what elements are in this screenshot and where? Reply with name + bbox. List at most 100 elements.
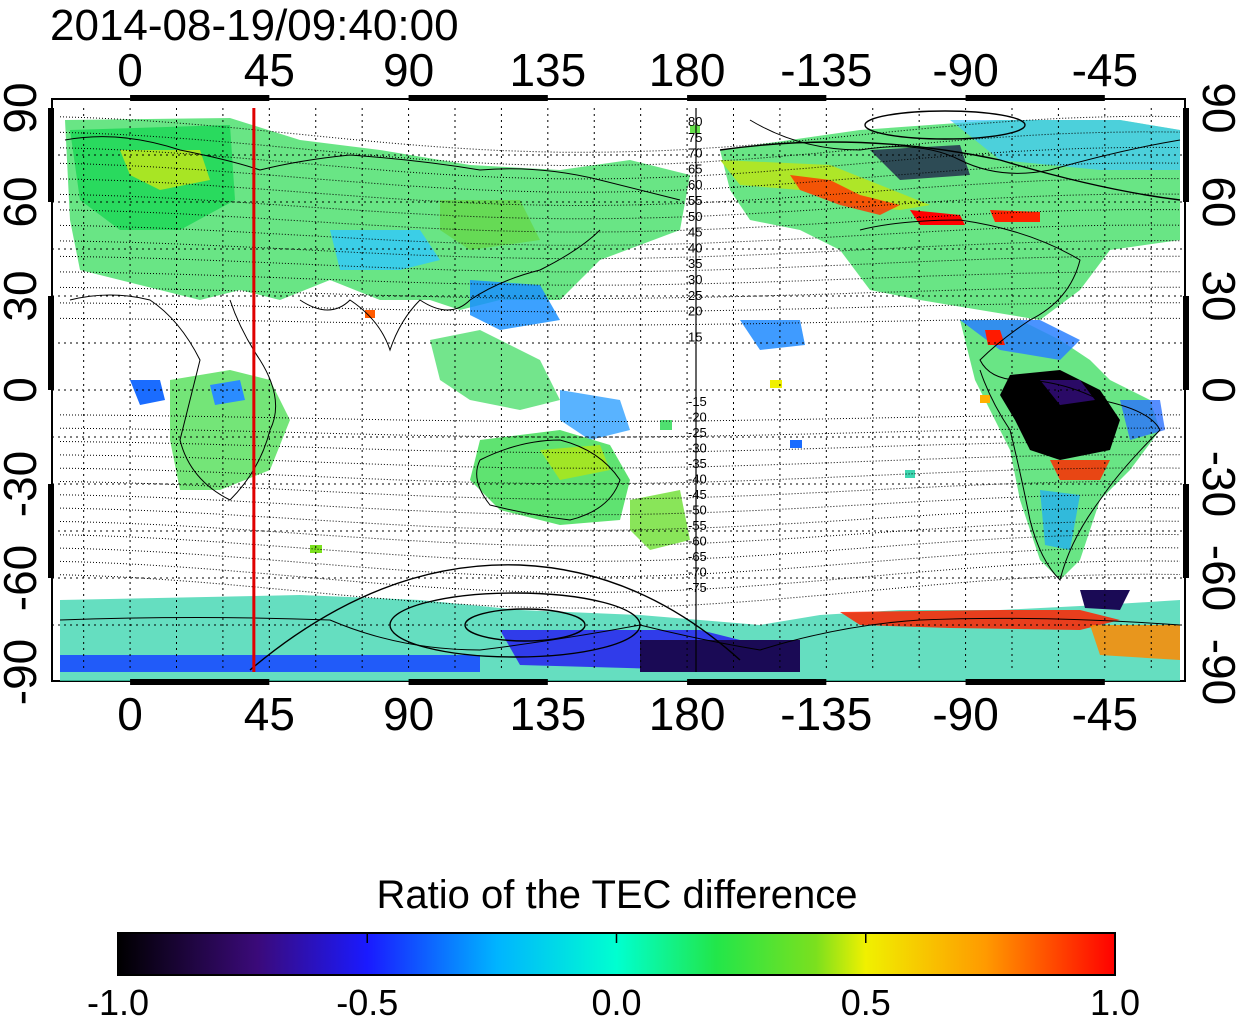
- lon-tick-label-top: -45: [1072, 44, 1138, 96]
- contour-line: [59, 302, 1180, 313]
- lat-tick-label-left: -90: [0, 639, 46, 705]
- contour-line: [59, 240, 1181, 260]
- lat-tick-label-left: 90: [0, 82, 46, 133]
- contour-line: [59, 507, 1181, 531]
- contour-label: -30: [688, 441, 707, 456]
- contour-label: -20: [688, 410, 707, 425]
- lon-tick-label-top: 180: [649, 44, 726, 96]
- lat-tick-label-left: 30: [0, 270, 46, 321]
- lat-tick-label-right: 60: [1193, 176, 1240, 227]
- contour-label: 60: [688, 177, 702, 192]
- lat-tick-label-right: 90: [1193, 82, 1240, 133]
- frame-bar-right: [1183, 296, 1189, 390]
- contour-line: [59, 178, 1181, 207]
- longitude-axis-bottom: 0 45 90 135 180 -135 -90 -45: [117, 688, 1138, 740]
- frame-bar-top: [965, 95, 1105, 101]
- lat-tick-label-right: -60: [1193, 545, 1240, 611]
- contour-line: [59, 317, 1181, 326]
- lat-tick-label-right: 0: [1193, 377, 1240, 403]
- auroral-oval-south: [249, 564, 741, 671]
- contour-label: 20: [688, 304, 702, 319]
- contour-label: 70: [688, 146, 702, 161]
- frame-bar-right: [1183, 484, 1189, 578]
- contour-line: [59, 560, 1181, 594]
- contour-label: -25: [688, 425, 707, 440]
- contour-line: [59, 193, 1181, 220]
- contour-label: -65: [688, 549, 707, 564]
- tec-data-layer: [60, 118, 1180, 681]
- contour-line: [59, 533, 1181, 562]
- lon-tick-label-bottom: 90: [383, 688, 434, 740]
- figure-title: 2014-08-19/09:40:00: [50, 1, 459, 50]
- latitude-axis-right: 90 60 30 0 -30 -60 -90: [1193, 82, 1240, 705]
- colorbar-tick-label: -1.0: [87, 982, 149, 1023]
- contour-line: [59, 467, 1181, 485]
- contour-label: -75: [688, 580, 707, 595]
- contour-line: [59, 286, 1180, 299]
- frame-bar-top: [408, 95, 548, 101]
- lon-tick-label-bottom: -135: [780, 688, 872, 740]
- colorbar-ticks: -1.0 -0.5 0.0 0.5 1.0: [87, 933, 1140, 1023]
- contour-labels-south: -15-20-25-30-35-40-45-50-55-60-65-70-75: [688, 394, 707, 595]
- lon-tick-label-top: -90: [932, 44, 998, 96]
- contour-line: [59, 427, 1181, 438]
- contour-label: 25: [688, 288, 702, 303]
- lon-tick-label-bottom: -45: [1072, 688, 1138, 740]
- frame-bar-left: [48, 296, 54, 390]
- auroral-oval-north: [719, 110, 1181, 201]
- frame-bar-top: [687, 95, 827, 101]
- contour-label: 55: [688, 193, 702, 208]
- contour-label: 30: [688, 272, 702, 287]
- lat-tick-label-left: -60: [0, 545, 46, 611]
- contour-line: [59, 480, 1181, 500]
- lon-tick-label-bottom: 180: [649, 688, 726, 740]
- contour-line: [59, 209, 1181, 233]
- lat-tick-label-right: -30: [1193, 451, 1240, 517]
- lon-tick-label-bottom: 135: [509, 688, 586, 740]
- contour-label: 65: [688, 161, 702, 176]
- frame-bar-top: [130, 95, 270, 101]
- contour-label: -15: [688, 394, 707, 409]
- contour-label: -60: [688, 534, 707, 549]
- contour-label: -70: [688, 565, 707, 580]
- magnetic-latitude-contours: [59, 115, 1181, 609]
- contour-line: [59, 224, 1181, 246]
- frame-bar-bottom: [130, 679, 270, 685]
- frame-bar-left: [48, 484, 54, 578]
- contour-line: [59, 115, 1181, 153]
- lon-tick-label-top: 0: [117, 44, 143, 96]
- contour-label: 80: [688, 114, 702, 129]
- frame-bar-left: [48, 108, 54, 202]
- lon-tick-label-bottom: 0: [117, 688, 143, 740]
- contour-label: 45: [688, 225, 702, 240]
- contour-label: 35: [688, 256, 702, 271]
- contour-line: [59, 414, 1181, 422]
- contour-line: [59, 440, 1181, 454]
- contour-line: [59, 454, 1181, 469]
- contour-label: 40: [688, 240, 702, 255]
- contour-label: -55: [688, 518, 707, 533]
- lat-tick-label-left: 0: [0, 377, 46, 403]
- contour-label: -50: [688, 503, 707, 518]
- lat-tick-label-left: 60: [0, 176, 46, 227]
- contour-label: -40: [688, 472, 707, 487]
- contour-label: -45: [688, 487, 707, 502]
- lon-tick-label-top: -135: [780, 44, 872, 96]
- colorbar-tick-label: 1.0: [1090, 982, 1140, 1023]
- lat-tick-label-right: -90: [1193, 639, 1240, 705]
- colorbar-tick-label: 0.5: [841, 982, 891, 1023]
- lon-tick-label-bottom: -90: [932, 688, 998, 740]
- contour-line: [59, 255, 1181, 273]
- frame-bar-bottom: [965, 679, 1105, 685]
- contour-line: [59, 131, 1181, 167]
- frame-bar-right: [1183, 108, 1189, 202]
- lat-tick-label-right: 30: [1193, 270, 1240, 321]
- lon-tick-label-top: 90: [383, 44, 434, 96]
- latitude-axis-left: 90 60 30 0 -30 -60 -90: [0, 82, 46, 705]
- contour-label: 75: [688, 130, 702, 145]
- frame-tick-bars: [48, 95, 1189, 685]
- contour-label: 50: [688, 209, 702, 224]
